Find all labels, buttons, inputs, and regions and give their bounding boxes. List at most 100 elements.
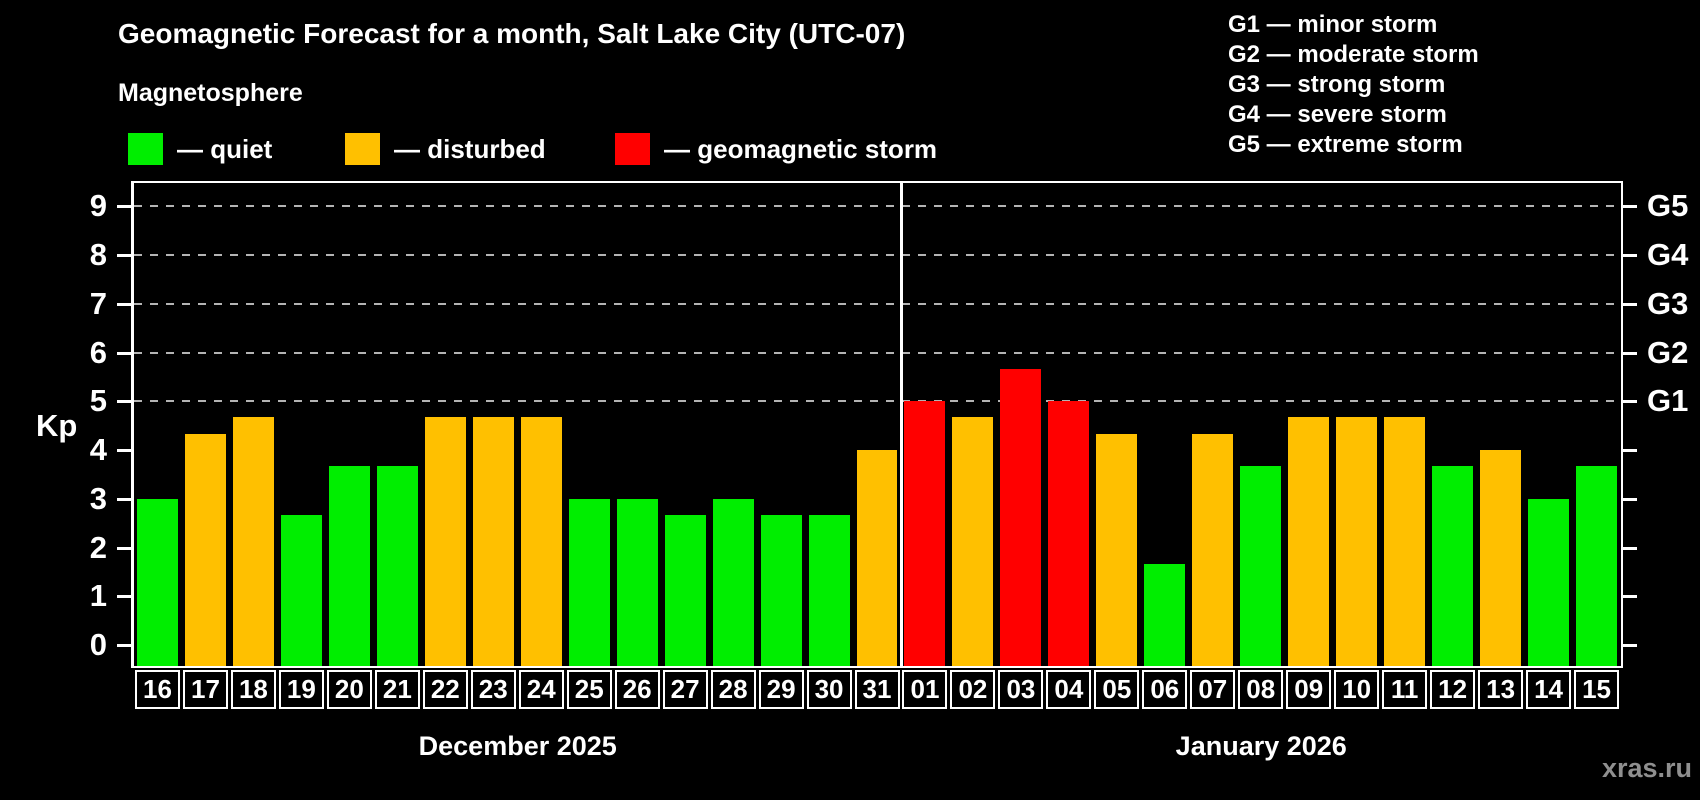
y-tick-label-6: 6 xyxy=(89,334,107,370)
kp-bar-10 xyxy=(1336,417,1378,666)
kp-bar-17 xyxy=(184,433,226,666)
date-box-19: 19 xyxy=(278,670,324,709)
y-tick-left-6 xyxy=(117,351,131,355)
y-tick-label-4: 4 xyxy=(89,432,107,467)
y-tick-right-3 xyxy=(1623,497,1637,501)
date-box-31: 31 xyxy=(854,670,900,709)
date-box-12: 12 xyxy=(1430,670,1476,709)
date-box-08: 08 xyxy=(1238,670,1284,709)
date-box-23: 23 xyxy=(470,670,516,709)
date-box-28: 28 xyxy=(710,670,756,709)
kp-bar-08 xyxy=(1240,466,1282,666)
kp-bar-13 xyxy=(1480,450,1522,666)
legend-label-disturbed: — disturbed xyxy=(394,133,546,164)
g-scale-legend-line-2: G2 — moderate storm xyxy=(1228,41,1479,68)
kp-bar-20 xyxy=(328,466,370,666)
y-tick-right-7 xyxy=(1623,302,1637,306)
kp-bar-14 xyxy=(1528,498,1570,666)
y-tick-left-4 xyxy=(117,449,131,452)
y-tick-label-8: 8 xyxy=(89,237,107,272)
kp-bar-11 xyxy=(1384,417,1426,666)
date-box-25: 25 xyxy=(566,670,612,709)
y-tick-right-8 xyxy=(1623,254,1637,257)
kp-bar-21 xyxy=(376,466,418,666)
g-axis-label-G5: G5 xyxy=(1647,188,1689,224)
y-tick-label-9: 9 xyxy=(89,188,107,224)
g-scale-legend-line-1: G1 — minor storm xyxy=(1228,11,1438,38)
y-tick-right-0 xyxy=(1623,644,1637,647)
y-tick-label-3: 3 xyxy=(89,480,107,516)
y-tick-label-0: 0 xyxy=(89,627,107,662)
date-box-14: 14 xyxy=(1526,670,1572,709)
date-box-30: 30 xyxy=(806,670,852,709)
date-box-22: 22 xyxy=(422,670,468,709)
date-box-07: 07 xyxy=(1190,670,1236,709)
kp-bar-19 xyxy=(280,514,322,666)
legend-swatch-quiet-icon xyxy=(128,133,163,165)
kp-bar-01 xyxy=(904,401,946,666)
legend-item-storm: — geomagnetic storm xyxy=(615,133,937,165)
date-box-04: 04 xyxy=(1046,670,1092,709)
date-box-05: 05 xyxy=(1094,670,1140,709)
g-axis-label-G1: G1 xyxy=(1647,383,1689,419)
y-tick-left-8 xyxy=(117,254,131,257)
y-tick-left-1 xyxy=(117,595,131,599)
kp-bar-26 xyxy=(616,498,658,666)
y-tick-right-6 xyxy=(1623,351,1637,355)
y-tick-label-1: 1 xyxy=(89,578,107,614)
gridline-kp-5 xyxy=(134,400,1621,403)
gridline-kp-7 xyxy=(134,302,1621,305)
y-tick-right-5 xyxy=(1623,400,1637,404)
legend-item-disturbed: — disturbed xyxy=(345,133,546,165)
chart-subtitle: Magnetosphere xyxy=(118,79,303,107)
y-tick-label-7: 7 xyxy=(89,285,107,321)
kp-bar-31 xyxy=(856,450,898,666)
month-label-january: January 2026 xyxy=(1175,731,1347,761)
kp-bar-27 xyxy=(664,514,706,666)
date-box-26: 26 xyxy=(614,670,660,709)
y-axis-title: Kp xyxy=(36,408,78,443)
kp-bar-22 xyxy=(424,417,466,666)
y-tick-right-2 xyxy=(1623,546,1637,550)
gridline-kp-8 xyxy=(134,254,1621,256)
kp-bar-12 xyxy=(1432,466,1474,666)
kp-bar-23 xyxy=(472,417,514,666)
y-tick-left-3 xyxy=(117,497,131,501)
y-tick-label-2: 2 xyxy=(89,529,107,565)
legend-swatch-disturbed-icon xyxy=(345,133,380,165)
g-scale-legend: G1 — minor storm G2 — moderate storm G3 — … xyxy=(1228,10,1479,160)
legend-swatch-storm-icon xyxy=(615,133,650,165)
kp-bar-05 xyxy=(1096,433,1138,666)
month-separator-line xyxy=(899,183,903,666)
kp-bar-24 xyxy=(520,417,562,666)
y-tick-right-4 xyxy=(1623,449,1637,452)
kp-bar-04 xyxy=(1048,401,1090,666)
date-box-17: 17 xyxy=(182,670,228,709)
date-box-27: 27 xyxy=(662,670,708,709)
page-title: Geomagnetic Forecast for a month, Salt L… xyxy=(118,18,906,49)
date-box-01: 01 xyxy=(902,670,948,709)
date-box-18: 18 xyxy=(230,670,276,709)
y-tick-left-7 xyxy=(117,302,131,306)
date-box-11: 11 xyxy=(1382,670,1428,709)
g-axis-label-G4: G4 xyxy=(1647,237,1689,272)
kp-bar-25 xyxy=(568,498,610,666)
legend-label-quiet: — quiet xyxy=(177,133,273,164)
date-box-16: 16 xyxy=(135,670,180,709)
gridline-kp-6 xyxy=(134,351,1621,354)
g-scale-legend-line-3: G3 — strong storm xyxy=(1228,71,1446,98)
kp-bar-03 xyxy=(1000,368,1042,666)
kp-bar-18 xyxy=(232,417,274,666)
y-tick-left-9 xyxy=(117,205,131,209)
y-tick-left-2 xyxy=(117,546,131,550)
date-box-15: 15 xyxy=(1574,670,1620,709)
kp-bar-02 xyxy=(952,417,994,666)
y-tick-left-5 xyxy=(117,400,131,404)
g-axis-label-G3: G3 xyxy=(1647,285,1689,321)
g-scale-legend-line-5: G5 — extreme storm xyxy=(1228,131,1463,158)
date-box-02: 02 xyxy=(950,670,996,709)
date-box-10: 10 xyxy=(1334,670,1380,709)
kp-bar-15 xyxy=(1576,466,1617,666)
date-box-20: 20 xyxy=(326,670,372,709)
